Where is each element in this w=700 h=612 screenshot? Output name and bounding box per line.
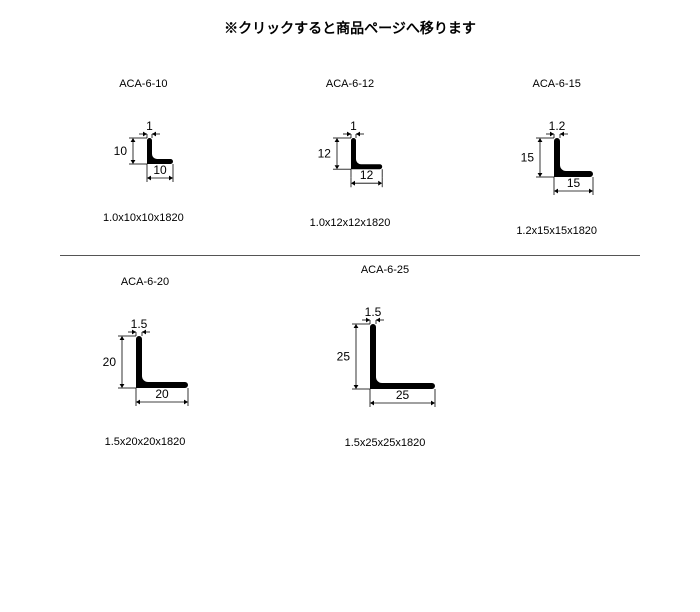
product-code: ACA-6-20 bbox=[121, 276, 169, 288]
angle-diagram: 20 20 1.5 bbox=[94, 308, 196, 414]
product-dims: 1.5x25x25x1820 bbox=[345, 437, 426, 449]
svg-text:15: 15 bbox=[567, 176, 581, 190]
svg-text:1: 1 bbox=[351, 119, 358, 133]
svg-text:1.5: 1.5 bbox=[364, 305, 381, 319]
svg-text:1.5: 1.5 bbox=[131, 317, 148, 331]
page-title: ※クリックすると商品ページへ移ります bbox=[0, 0, 700, 38]
product-item[interactable]: ACA-6-10 10 10 1 1.0x10x10x1820 bbox=[40, 78, 247, 237]
svg-text:12: 12 bbox=[318, 147, 332, 161]
product-dims: 1.5x20x20x1820 bbox=[105, 436, 186, 448]
svg-text:12: 12 bbox=[360, 168, 374, 182]
product-item[interactable]: ACA-6-12 12 12 1 1.0x12x12x1820 bbox=[247, 78, 454, 237]
svg-text:10: 10 bbox=[114, 144, 128, 158]
product-dims: 1.0x12x12x1820 bbox=[310, 217, 391, 229]
product-item[interactable]: ACA-6-15 15 15 1.2 1.2x15x15x1820 bbox=[453, 78, 660, 237]
svg-text:15: 15 bbox=[521, 151, 535, 165]
svg-text:20: 20 bbox=[103, 355, 117, 369]
svg-text:25: 25 bbox=[395, 388, 409, 402]
angle-diagram: 25 25 1.5 bbox=[328, 296, 443, 415]
angle-diagram: 15 15 1.2 bbox=[512, 110, 601, 203]
svg-text:25: 25 bbox=[336, 350, 350, 364]
product-row-1: ACA-6-10 10 10 1 1.0x10x10x1820 ACA-6-12 1… bbox=[0, 78, 700, 237]
product-code: ACA-6-25 bbox=[361, 264, 409, 276]
angle-diagram: 12 12 1 bbox=[309, 110, 390, 195]
product-dims: 1.2x15x15x1820 bbox=[516, 225, 597, 237]
product-row-2: ACA-6-20 20201.5 1.5x20x20x1820 ACA-6-25… bbox=[0, 276, 700, 449]
product-dims: 1.0x10x10x1820 bbox=[103, 212, 184, 224]
angle-diagram: 10 10 1 bbox=[105, 110, 181, 190]
product-code: ACA-6-10 bbox=[119, 78, 167, 90]
svg-text:1.2: 1.2 bbox=[549, 119, 566, 133]
svg-text:10: 10 bbox=[154, 163, 168, 177]
product-code: ACA-6-12 bbox=[326, 78, 374, 90]
product-item[interactable]: ACA-6-25 25 25 1.5 1.5x25x25x1820 bbox=[290, 264, 480, 449]
svg-text:20: 20 bbox=[155, 387, 169, 401]
row-divider bbox=[60, 255, 640, 256]
product-item[interactable]: ACA-6-20 20 20 1.5 1.5x20x20x1820 bbox=[60, 276, 230, 449]
svg-text:1: 1 bbox=[146, 119, 153, 133]
product-code: ACA-6-15 bbox=[533, 78, 581, 90]
